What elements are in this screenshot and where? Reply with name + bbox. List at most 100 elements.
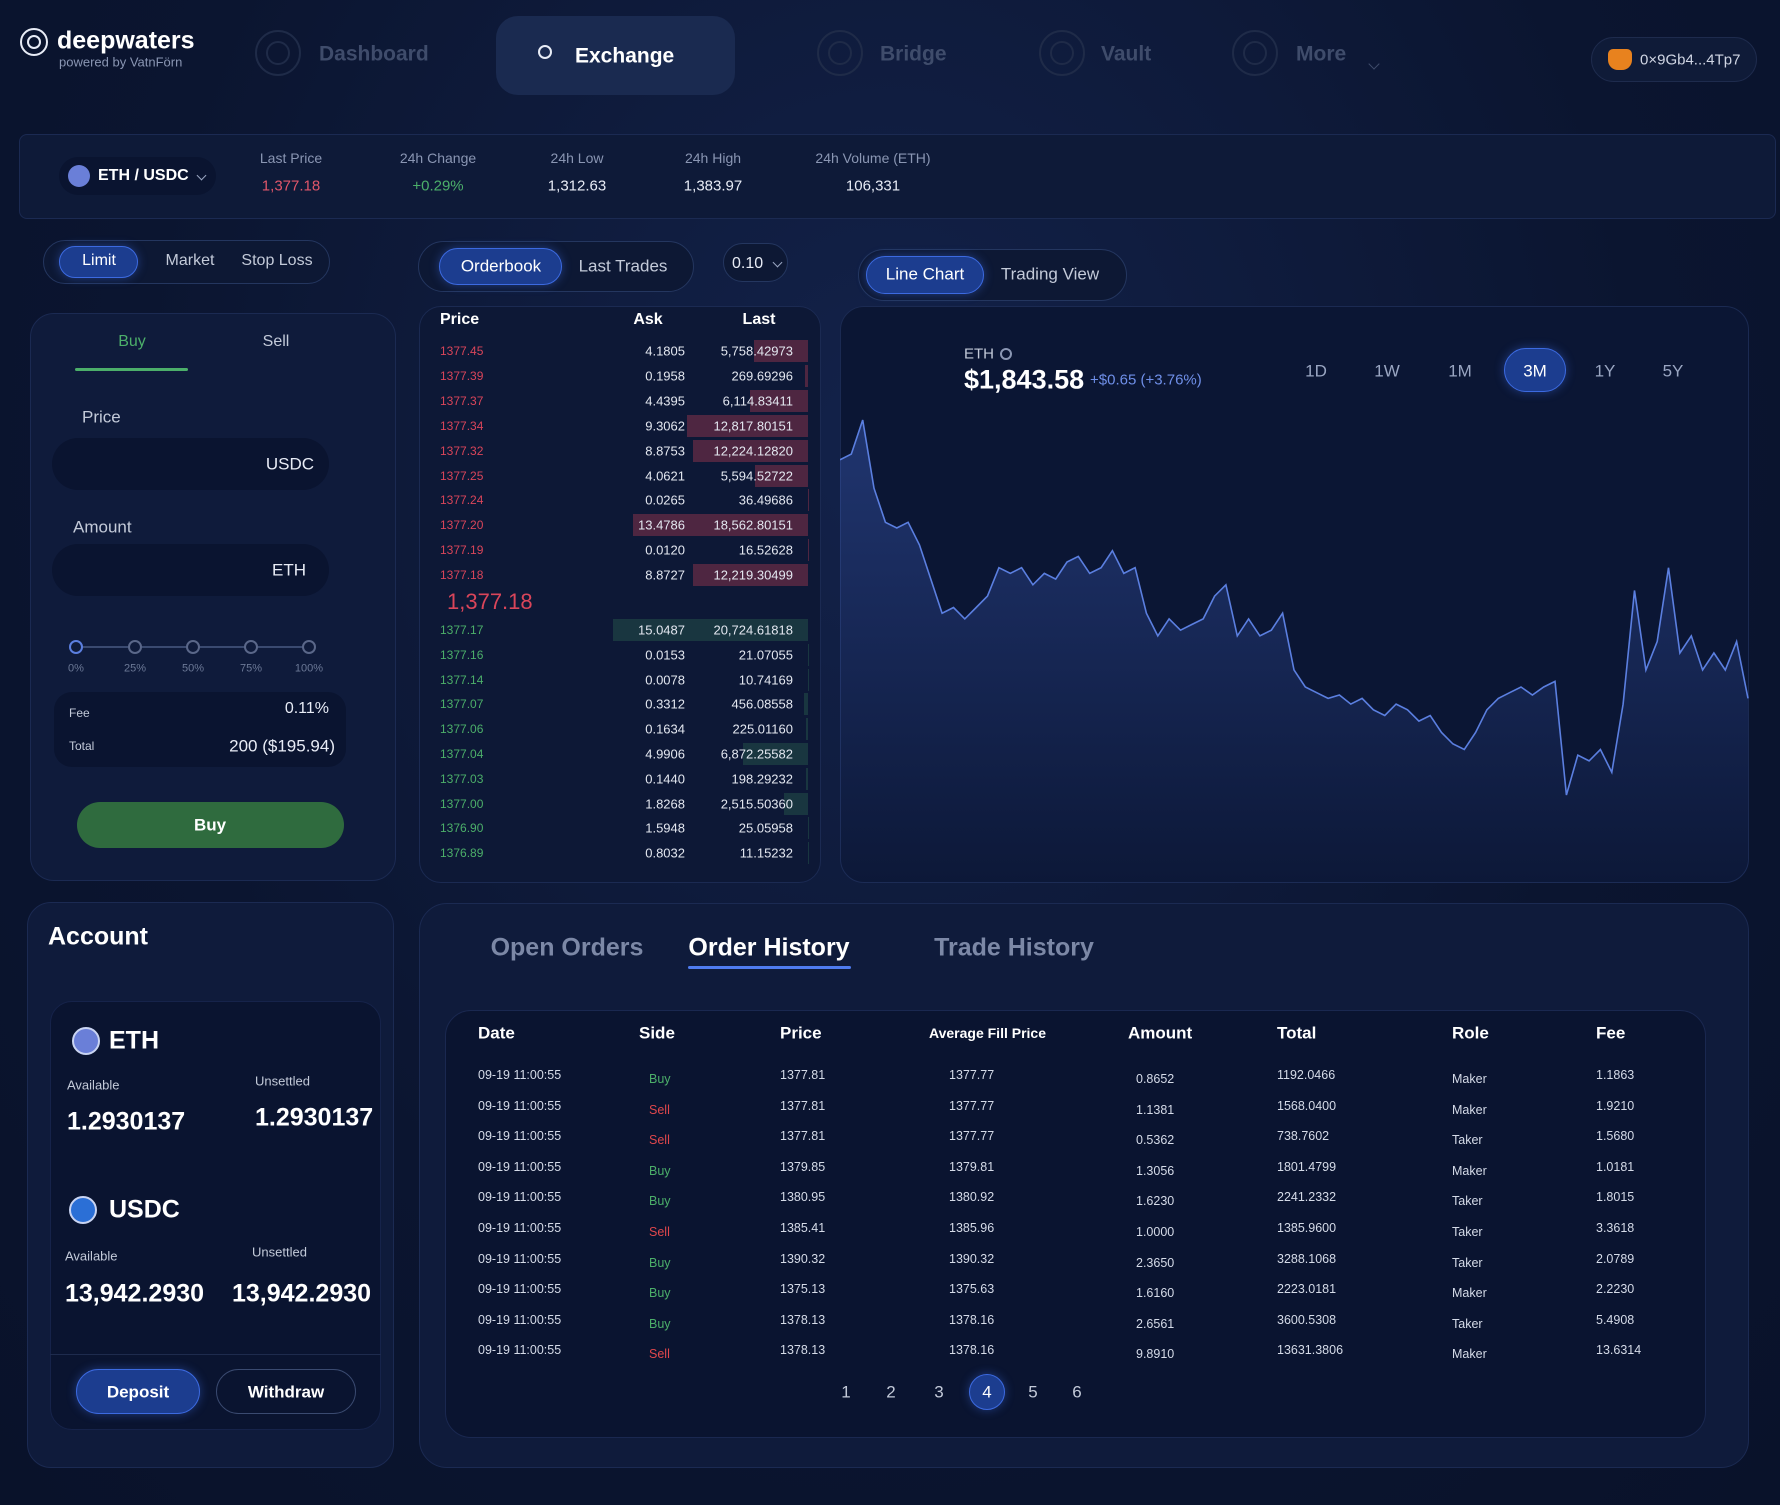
side-tab[interactable]: Buy — [118, 333, 146, 350]
orderbook-tab[interactable]: Last Trades — [578, 256, 668, 276]
table-cell: 1.1863 — [1596, 1067, 1635, 1082]
slider-label: 100% — [294, 662, 324, 675]
table-header: Role — [1452, 1023, 1489, 1043]
range-button[interactable]: 1D — [1305, 361, 1327, 381]
table-cell: Taker — [1452, 1132, 1483, 1147]
table-cell: Maker — [1452, 1071, 1487, 1086]
page-number[interactable]: 1 — [841, 1382, 851, 1402]
withdraw-button[interactable] — [216, 1369, 356, 1414]
order-ask: 4.9906 — [645, 746, 685, 762]
unsettled-value: 13,942.2930 — [232, 1279, 372, 1308]
order-last: 21.07055 — [738, 647, 793, 663]
nav-item[interactable]: More — [1296, 42, 1347, 66]
total-label: Total — [69, 739, 95, 753]
range-button[interactable]: 1Y — [1594, 361, 1616, 381]
order-last: 6,872.25582 — [720, 746, 793, 762]
history-tab[interactable]: Order History — [688, 933, 850, 962]
depth-bar — [803, 693, 808, 716]
table-cell: 9.8910 — [1136, 1347, 1175, 1362]
range-button[interactable]: 5Y — [1662, 361, 1684, 381]
chart-tab[interactable]: Trading View — [1000, 264, 1100, 284]
nav-item[interactable]: Vault — [1101, 42, 1152, 66]
order-last: 20,724.61818 — [713, 622, 793, 638]
amount-input[interactable] — [52, 544, 329, 596]
table-cell: Taker — [1452, 1224, 1483, 1239]
range-button[interactable]: 3M — [1523, 361, 1547, 381]
price-chart — [840, 419, 1749, 883]
tagline: powered by VatnFörn — [59, 54, 183, 70]
stat-value: 1,312.63 — [547, 177, 607, 195]
depth-bar — [806, 767, 808, 790]
range-button[interactable]: 1W — [1374, 361, 1400, 381]
page-number[interactable]: 3 — [934, 1382, 944, 1402]
order-ask: 9.3062 — [645, 418, 685, 434]
table-cell: 3600.5308 — [1277, 1312, 1337, 1327]
buy-button[interactable] — [77, 802, 344, 848]
table-cell: Buy — [649, 1285, 671, 1300]
table-cell: 5.4908 — [1596, 1312, 1635, 1327]
slider-dot[interactable] — [186, 640, 200, 654]
order-ask: 0.3312 — [645, 696, 685, 712]
nav-item[interactable]: Dashboard — [319, 42, 429, 66]
ring-icon — [20, 28, 48, 56]
table-cell: 1.3056 — [1136, 1163, 1175, 1178]
unsettled-label: Unsettled — [255, 1073, 310, 1089]
nav-item[interactable]: Exchange — [575, 44, 675, 68]
table-cell: Maker — [1452, 1285, 1487, 1300]
table-cell: 2.2230 — [1596, 1281, 1635, 1296]
order-ask: 15.0487 — [638, 622, 685, 638]
balances-card — [50, 1001, 381, 1430]
available-label: Available — [67, 1077, 120, 1093]
orderbook-header: Price — [440, 311, 480, 328]
table-cell: 1379.81 — [949, 1159, 995, 1174]
history-tab[interactable]: Open Orders — [490, 933, 644, 962]
slider-dot[interactable] — [128, 640, 142, 654]
unsettled-label: Unsettled — [252, 1244, 307, 1260]
orderbook-tab[interactable]: Orderbook — [460, 256, 542, 276]
table-header: Amount — [1128, 1023, 1193, 1043]
order-price: 1377.06 — [440, 722, 484, 737]
chart-tab[interactable]: Line Chart — [885, 264, 965, 284]
price-input[interactable] — [52, 438, 329, 490]
page-number[interactable]: 5 — [1028, 1382, 1038, 1402]
table-cell: 09-19 11:00:55 — [478, 1067, 562, 1082]
nav-item[interactable]: Bridge — [880, 42, 947, 66]
table-cell: Buy — [649, 1316, 671, 1331]
range-button[interactable]: 1M — [1448, 361, 1472, 381]
order-price: 1376.89 — [440, 846, 484, 861]
order-last: 269.69296 — [731, 368, 793, 384]
tick-size-select[interactable] — [723, 243, 788, 282]
table-cell: Sell — [649, 1132, 670, 1147]
depth-bar — [805, 364, 808, 387]
order-price: 1377.25 — [440, 468, 484, 483]
side-tab[interactable]: Sell — [262, 333, 290, 350]
order-last: 6,114.83411 — [722, 393, 793, 409]
order-type-tab[interactable]: Limit — [82, 252, 116, 269]
slider-dot[interactable] — [69, 640, 83, 654]
table-cell: 1390.32 — [949, 1251, 995, 1266]
order-ask: 13.4786 — [638, 517, 685, 533]
page-number[interactable]: 2 — [886, 1382, 896, 1402]
depth-bar — [693, 564, 808, 587]
table-cell: 1385.96 — [949, 1220, 995, 1235]
order-price: 1377.39 — [440, 368, 484, 383]
depth-bar — [692, 439, 808, 462]
order-price: 1377.17 — [440, 623, 484, 637]
order-type-tab[interactable]: Market — [165, 252, 215, 269]
slider-dot[interactable] — [244, 640, 258, 654]
tab-active — [866, 256, 984, 294]
orderbook-panel — [419, 306, 821, 883]
table-cell: Sell — [649, 1224, 670, 1239]
ring-icon — [1000, 348, 1012, 360]
order-last: 25.05958 — [738, 820, 793, 836]
order-price: 1376.90 — [440, 821, 484, 836]
page-number[interactable]: 4 — [982, 1382, 992, 1402]
page-number[interactable]: 6 — [1072, 1382, 1082, 1402]
history-tab[interactable]: Trade History — [934, 933, 1094, 962]
slider-dot[interactable] — [302, 640, 316, 654]
deposit-button[interactable] — [76, 1369, 200, 1414]
order-price: 1377.07 — [440, 697, 484, 712]
depth-bar — [753, 340, 808, 362]
mid-price: 1,377.18 — [447, 589, 533, 614]
order-type-tab[interactable]: Stop Loss — [241, 252, 313, 269]
